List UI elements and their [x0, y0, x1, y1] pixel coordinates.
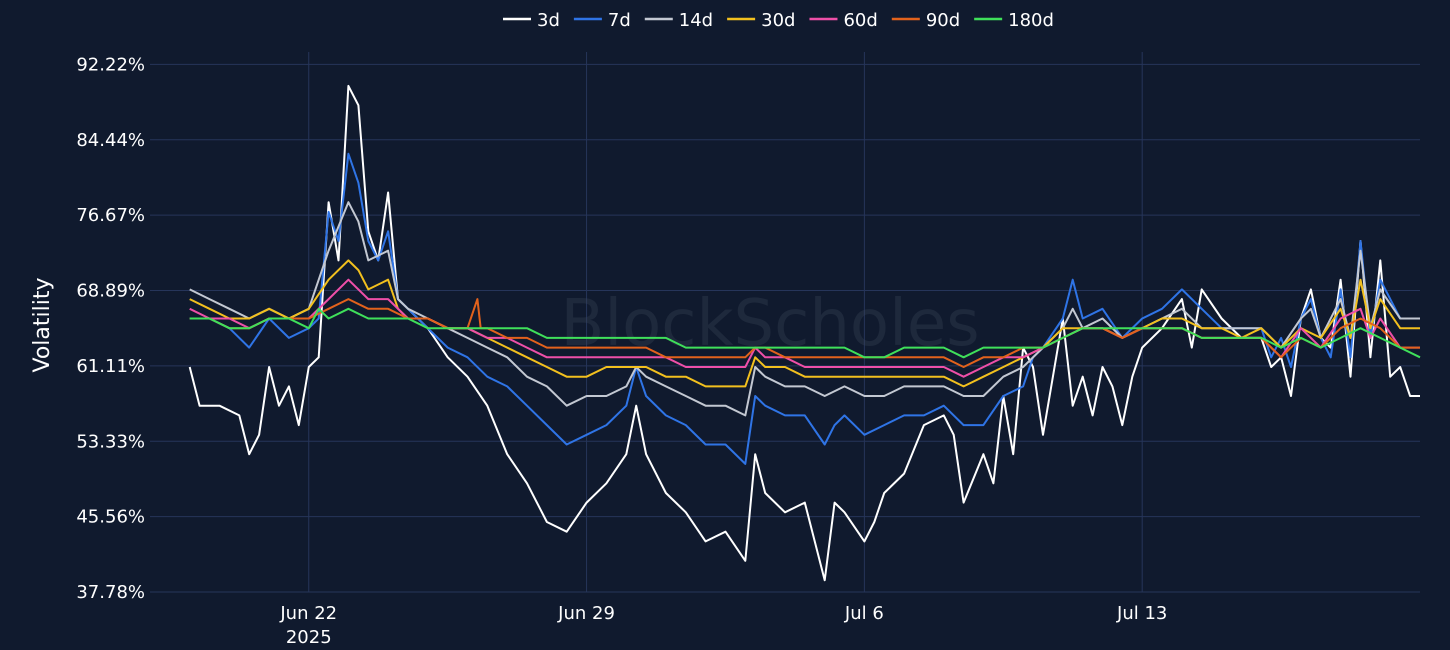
legend-item-14d: 14d — [644, 10, 713, 31]
x-tick-label: Jul 13 — [1116, 603, 1167, 624]
series-line-14d — [189, 201, 1420, 417]
y-tick-label: 76.67% — [76, 205, 145, 226]
x-tick-sublabel: 2025 — [286, 627, 332, 648]
series-line-7d — [189, 152, 1420, 465]
series-line-3d — [188, 84, 1420, 582]
y-axis-title: Volatility — [30, 277, 55, 372]
y-tick-label: 53.33% — [76, 431, 145, 452]
legend-item-7d: 7d — [573, 10, 631, 31]
y-tick-label: 92.22% — [76, 54, 145, 75]
legend-label: 14d — [679, 10, 713, 31]
x-tick-label: Jul 6 — [844, 603, 884, 624]
y-tick-label: 37.78% — [76, 582, 145, 603]
legend-item-90d: 90d — [891, 10, 960, 31]
y-tick-label: 68.89% — [76, 281, 145, 302]
series-line-180d — [189, 307, 1421, 359]
x-axis-ticks: Jun 22 2025 Jun 29 Jul 6 Jul 13 — [279, 603, 1167, 648]
watermark: BlockScholes — [560, 287, 979, 361]
y-axis-ticks: 92.22% 84.44% 76.67% 68.89% 61.11% 53.33% 45.5… — [76, 54, 145, 603]
x-tick-label: Jun 22 — [279, 603, 337, 624]
legend-label: 7d — [608, 10, 631, 31]
legend-label: 30d — [761, 10, 795, 31]
legend: 3d 7d 14d 30d 60d 90d 180d — [503, 10, 1054, 31]
legend-item-30d: 30d — [727, 10, 795, 31]
y-tick-label: 84.44% — [76, 130, 145, 151]
series-lines — [188, 84, 1421, 582]
y-tick-label: 45.56% — [76, 507, 145, 528]
legend-label: 90d — [926, 10, 960, 31]
legend-label: 60d — [843, 10, 877, 31]
legend-item-180d: 180d — [974, 10, 1054, 31]
legend-item-60d: 60d — [809, 10, 878, 31]
legend-item-3d: 3d — [503, 10, 560, 31]
x-tick-label: Jun 29 — [557, 603, 615, 624]
series-line-30d — [189, 259, 1420, 388]
y-tick-label: 61.11% — [76, 356, 145, 377]
legend-label: 180d — [1008, 10, 1054, 31]
legend-label: 3d — [537, 10, 560, 31]
